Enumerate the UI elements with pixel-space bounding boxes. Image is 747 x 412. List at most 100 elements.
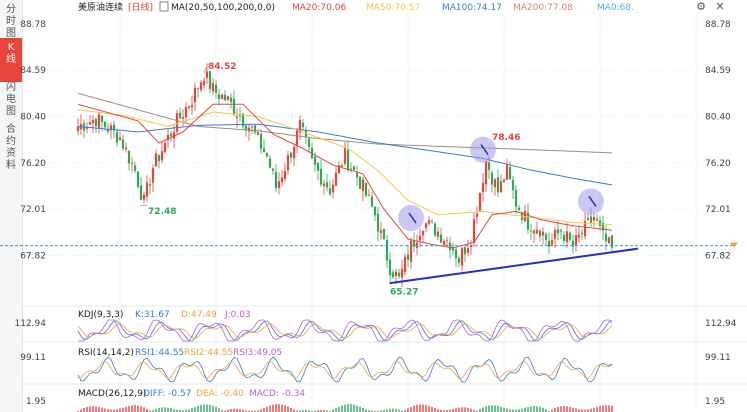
settings-icon[interactable]: ⚙ xyxy=(696,0,706,13)
candle-body xyxy=(295,129,299,146)
macd-bar xyxy=(320,409,322,412)
candle-body xyxy=(598,220,602,226)
candle-body xyxy=(124,147,128,150)
candle-body xyxy=(253,125,257,133)
macd-bar xyxy=(107,409,109,412)
candle-body xyxy=(343,148,347,164)
sidebar-tab-0[interactable]: 分时图 xyxy=(0,0,22,42)
macd-bar xyxy=(221,409,223,412)
rsi-1-line xyxy=(77,356,613,383)
macd-bar xyxy=(470,408,472,412)
macd-bar xyxy=(164,407,166,412)
candle-body xyxy=(196,88,200,89)
candle-body xyxy=(217,94,221,100)
macd-bar xyxy=(323,409,325,412)
macd-bar xyxy=(290,408,292,412)
macd-bar xyxy=(161,407,163,412)
candle-body xyxy=(484,161,488,185)
macd-bar xyxy=(353,404,355,412)
candle-body xyxy=(76,126,80,131)
macd-bar xyxy=(530,406,532,412)
macd-bar xyxy=(380,410,382,412)
macd-bar xyxy=(386,409,388,412)
candle-body xyxy=(319,168,323,185)
candle-body xyxy=(406,254,410,260)
macd-bar xyxy=(329,410,331,412)
macd-bar xyxy=(188,409,190,412)
macd-bar xyxy=(131,405,133,412)
candle-body xyxy=(403,256,407,273)
macd-bar xyxy=(482,407,484,412)
y-tick-label-left: 76.20 xyxy=(20,159,46,169)
macd-bar xyxy=(452,409,454,412)
candle-body xyxy=(259,133,263,149)
macd-bar xyxy=(425,405,427,412)
candle-body xyxy=(373,206,377,216)
candle-body xyxy=(442,240,446,246)
macd-bar xyxy=(245,410,247,412)
candle-body xyxy=(181,117,185,119)
macd-bar xyxy=(248,410,250,412)
candle-body xyxy=(391,272,395,278)
candle-body xyxy=(148,184,152,186)
candle-body xyxy=(490,172,494,185)
candle-body xyxy=(583,221,587,237)
candle-body xyxy=(325,182,329,188)
sidebar-tab-char: 资 xyxy=(6,148,16,159)
checkbox-icon[interactable] xyxy=(159,1,169,12)
macd-bar xyxy=(89,406,91,412)
y-tick-label-left: 84.59 xyxy=(20,66,46,76)
candle-body xyxy=(436,231,440,237)
sidebar-tab-2[interactable]: 闪电图 xyxy=(0,78,22,124)
macd-bar xyxy=(239,409,241,412)
candle-body xyxy=(454,249,458,259)
macd-bar xyxy=(404,409,406,412)
macd-bar xyxy=(503,407,505,412)
candle-body xyxy=(553,230,557,239)
candle-body xyxy=(187,106,191,108)
macd-bar xyxy=(488,405,490,412)
candle-body xyxy=(214,84,218,93)
marker-stroke xyxy=(480,144,489,156)
macd-label: MACD(26,12,9) xyxy=(78,389,146,399)
candle-body xyxy=(163,143,167,153)
sidebar-tab-char: 时 xyxy=(6,16,16,27)
candle-body xyxy=(514,189,518,207)
candle-body xyxy=(604,233,608,242)
candle-body xyxy=(526,212,530,230)
close-icon[interactable]: ✕ xyxy=(715,0,725,13)
macd-bar xyxy=(338,406,340,412)
sidebar-tab-char: 闪 xyxy=(6,82,16,93)
macd-bar xyxy=(317,410,319,412)
macd-bar xyxy=(539,406,541,412)
macd-bar xyxy=(608,405,610,412)
sidebar-tab-char: K xyxy=(7,42,15,53)
candle-body xyxy=(385,240,389,261)
candle-body xyxy=(127,150,131,164)
sidebar-tab-3[interactable]: 合约资料 xyxy=(0,120,22,174)
candle-body xyxy=(274,172,278,188)
y-tick-label-left: 80.40 xyxy=(20,112,46,122)
macd-bar xyxy=(257,410,259,412)
candle-body xyxy=(535,230,539,234)
sidebar-tab-char: 电 xyxy=(6,94,16,105)
candle-body xyxy=(589,216,593,223)
candle-body xyxy=(508,167,512,179)
rsi-1: RSI1:44.55 xyxy=(135,348,184,358)
macd-bar xyxy=(128,405,130,412)
macd-bar xyxy=(548,410,550,412)
macd-bar xyxy=(281,404,283,412)
macd-bar xyxy=(575,408,577,412)
candle-body xyxy=(322,183,326,186)
candle-body xyxy=(427,219,431,224)
candle-body xyxy=(280,177,284,183)
macd-bar xyxy=(110,409,112,412)
macd-bar xyxy=(599,405,601,412)
macd-bar xyxy=(284,405,286,412)
sidebar-tab-char: 约 xyxy=(6,136,16,147)
candle-body xyxy=(112,124,116,130)
macd-bar xyxy=(332,409,334,412)
ma-value-2: MA100:74.17 xyxy=(442,3,502,13)
candle-body xyxy=(445,239,449,241)
